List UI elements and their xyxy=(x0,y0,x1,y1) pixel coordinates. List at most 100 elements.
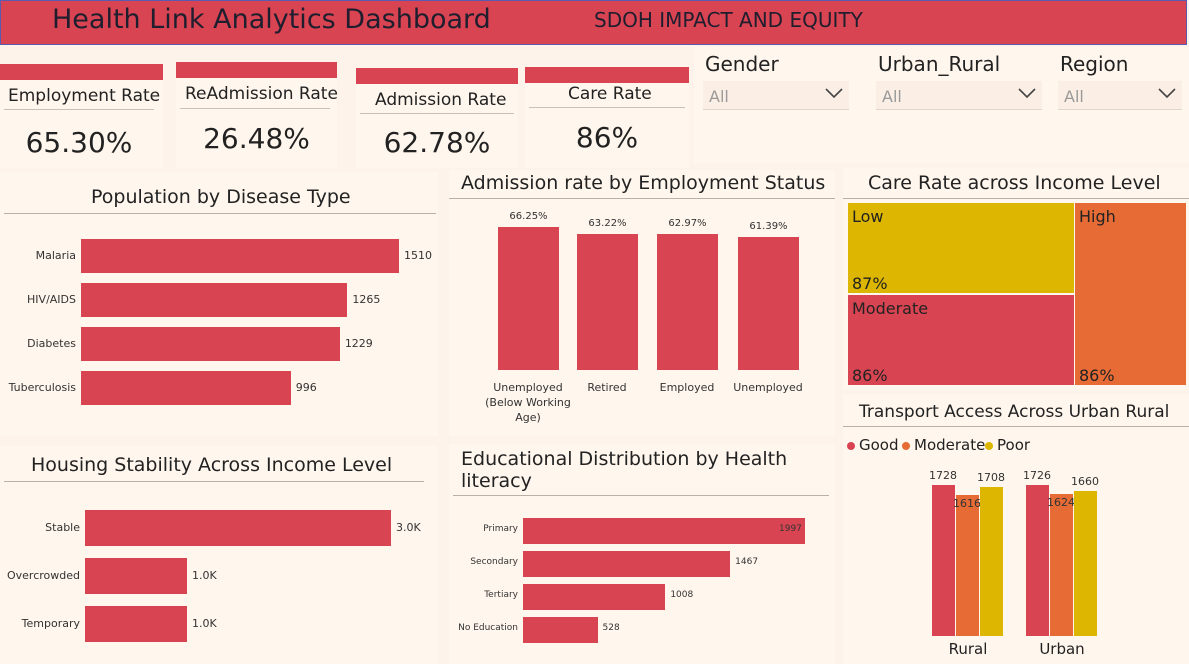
region-dropdown[interactable]: All xyxy=(1058,81,1182,110)
title-divider xyxy=(449,198,835,199)
bar[interactable] xyxy=(523,551,731,577)
kpi-value: 62.78% xyxy=(383,126,491,159)
slicer-label-gender: Gender xyxy=(705,52,779,76)
chevron-down-icon xyxy=(825,88,843,99)
bar[interactable] xyxy=(956,494,979,636)
data-label: 1008 xyxy=(670,590,694,600)
category-label: No Education xyxy=(458,623,518,633)
tile-value: 87% xyxy=(852,274,888,293)
title-divider xyxy=(4,213,436,214)
kpi-divider xyxy=(529,107,685,108)
urban-rural-dropdown-value: All xyxy=(882,87,902,106)
kpi-card-employment[interactable]: Employment Rate 65.30% xyxy=(0,64,163,168)
kpi-label: ReAdmission Rate xyxy=(185,84,338,104)
chart-title: Housing Stability Across Income Level xyxy=(31,454,393,476)
gender-dropdown-value: All xyxy=(709,87,729,106)
kpi-accent-bar xyxy=(176,62,337,78)
category-label: Overcrowded xyxy=(6,569,80,582)
chart-title: Transport Access Across Urban Rural xyxy=(859,402,1170,422)
bar[interactable] xyxy=(523,584,666,610)
bar[interactable] xyxy=(81,283,348,317)
bar[interactable] xyxy=(577,233,638,370)
bar[interactable] xyxy=(1050,494,1073,636)
transport-chart-panel: Transport Access Across Urban Rural Good… xyxy=(843,394,1189,664)
legend-item-good[interactable]: Good xyxy=(847,436,899,454)
category-label: HIV/AIDS xyxy=(27,293,76,306)
title-divider xyxy=(453,495,829,496)
data-label: 1467 xyxy=(735,557,759,567)
category-label: Urban xyxy=(1039,640,1085,658)
chart-title: Educational Distribution by Health liter… xyxy=(461,448,788,492)
gender-dropdown[interactable]: All xyxy=(703,81,849,110)
bar[interactable] xyxy=(85,510,391,546)
data-label: 62.97% xyxy=(668,218,707,230)
data-label: 1997 xyxy=(779,524,802,534)
category-label: Employed xyxy=(659,381,715,394)
bar[interactable] xyxy=(498,227,559,370)
kpi-card-readmission[interactable]: ReAdmission Rate 26.48% xyxy=(176,62,338,168)
legend-item-moderate[interactable]: Moderate xyxy=(902,436,985,454)
bar[interactable] xyxy=(1026,485,1049,636)
bar[interactable] xyxy=(738,237,799,370)
slicer-panel: Gender All Urban_Rural All Region All xyxy=(694,47,1189,163)
data-label: 1265 xyxy=(352,293,381,306)
bar[interactable] xyxy=(81,371,291,405)
kpi-card-care[interactable]: Care Rate 86% xyxy=(525,67,689,168)
dashboard-subtitle: SDOH IMPACT AND EQUITY xyxy=(594,8,863,32)
kpi-accent-bar xyxy=(0,64,163,80)
bar[interactable] xyxy=(1074,490,1097,636)
category-label: Tuberculosis xyxy=(8,381,76,394)
category-label: Tertiary xyxy=(484,590,518,600)
bar[interactable] xyxy=(81,239,399,273)
kpi-divider xyxy=(180,108,330,109)
kpi-divider xyxy=(4,109,154,110)
data-label: 1.0K xyxy=(192,617,217,630)
data-label: 66.25% xyxy=(509,211,548,222)
bar[interactable] xyxy=(85,606,187,642)
legend-dot-icon xyxy=(847,441,855,450)
bar[interactable] xyxy=(523,617,598,643)
urban-rural-dropdown[interactable]: All xyxy=(876,81,1042,110)
kpi-accent-bar xyxy=(525,67,689,83)
bar[interactable] xyxy=(932,485,955,636)
dashboard-title: Health Link Analytics Dashboard xyxy=(52,4,491,35)
title-divider xyxy=(843,198,1189,199)
treemap-tile-high[interactable]: High 86% xyxy=(1074,202,1187,386)
legend-dot-icon xyxy=(985,441,993,450)
bar[interactable] xyxy=(657,234,718,370)
legend-item-poor[interactable]: Poor xyxy=(985,436,1030,454)
bar[interactable] xyxy=(523,518,805,544)
category-label: Malaria xyxy=(35,249,76,262)
kpi-divider xyxy=(360,113,514,114)
chart-title: Population by Disease Type xyxy=(91,186,351,208)
chart-title: Care Rate across Income Level xyxy=(868,172,1161,194)
treemap-tile-low[interactable]: Low 87% xyxy=(847,202,1075,294)
tile-label: High xyxy=(1079,207,1116,226)
legend-label: Moderate xyxy=(914,436,986,454)
chevron-down-icon xyxy=(1018,88,1036,99)
category-label: Temporary xyxy=(21,617,80,630)
bar[interactable] xyxy=(85,558,187,594)
data-label: 1728 xyxy=(929,469,957,482)
data-label: 1510 xyxy=(404,249,432,262)
bar[interactable] xyxy=(81,327,340,361)
chart-title: Admission rate by Employment Status xyxy=(461,172,826,194)
legend-dot-icon xyxy=(902,441,910,450)
kpi-value: 86% xyxy=(575,121,639,154)
data-label: 1708 xyxy=(977,470,1005,484)
bar[interactable] xyxy=(980,486,1003,636)
tile-label: Moderate xyxy=(852,299,929,318)
kpi-value: 26.48% xyxy=(203,122,310,155)
care-rate-panel: Care Rate across Income Level Low 87% Hi… xyxy=(843,168,1189,390)
kpi-accent-bar xyxy=(356,68,518,84)
kpi-card-admission[interactable]: Admission Rate 62.78% xyxy=(356,68,518,168)
data-label: 528 xyxy=(602,623,620,633)
education-chart-panel: Educational Distribution by Health liter… xyxy=(449,444,835,664)
data-label: 996 xyxy=(295,381,317,394)
data-label: 1.0K xyxy=(192,569,217,582)
data-label: 1616 xyxy=(953,496,981,510)
title-divider xyxy=(4,481,424,482)
kpi-label: Care Rate xyxy=(568,84,652,104)
treemap-tile-moderate[interactable]: Moderate 86% xyxy=(847,294,1075,386)
data-label: 1229 xyxy=(344,337,373,350)
